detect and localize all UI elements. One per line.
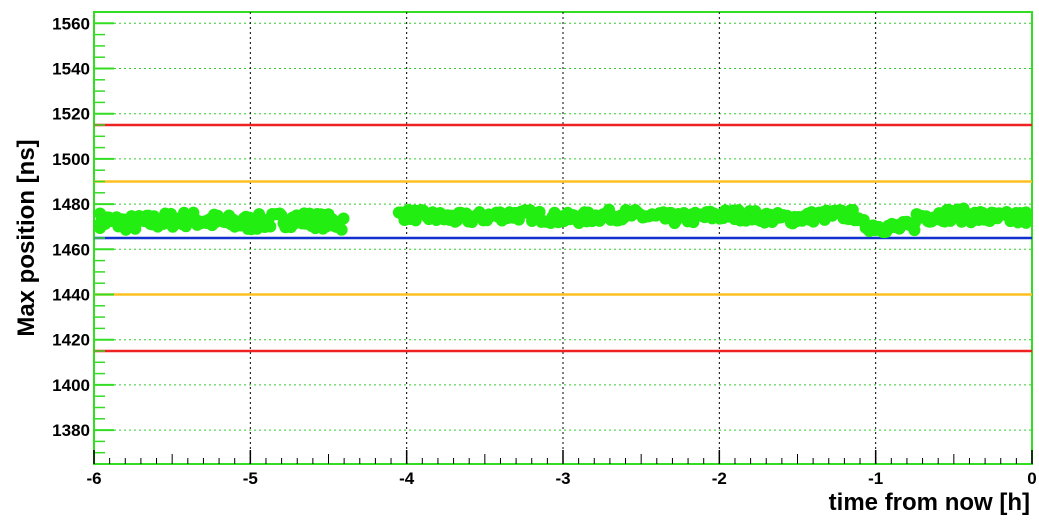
data-points <box>94 202 1032 239</box>
data-point <box>264 220 277 233</box>
data-point <box>1020 216 1032 229</box>
y-tick-label-1480: 1480 <box>52 195 90 214</box>
y-tick-label-1560: 1560 <box>52 14 90 33</box>
y-tick-label-1400: 1400 <box>52 376 90 395</box>
data-point <box>533 205 546 218</box>
x-tick-label--3: -3 <box>555 469 570 488</box>
x-tick-label-0: 0 <box>1027 469 1036 488</box>
axes: 1380 1400 1420 1440 1460 1480 1500 1520 1540 1560… <box>52 11 1037 488</box>
y-tick-label-1500: 1500 <box>52 150 90 169</box>
x-tick-label--5: -5 <box>243 469 258 488</box>
x-tick-label--6: -6 <box>86 469 101 488</box>
x-tick-label--4: -4 <box>399 469 415 488</box>
y-tick-label-1440: 1440 <box>52 286 90 305</box>
y-tick-label-1420: 1420 <box>52 331 90 350</box>
x-tick-label--1: -1 <box>868 469 883 488</box>
x-tick-label--2: -2 <box>712 469 727 488</box>
data-point <box>409 214 422 227</box>
y-axis-title: Max position [ns] <box>13 139 40 336</box>
data-point <box>1020 206 1032 219</box>
reference-lines <box>94 123 1032 353</box>
data-point <box>337 212 350 225</box>
y-tick-label-1380: 1380 <box>52 421 90 440</box>
x-axis-title: time from now [h] <box>829 489 1030 516</box>
data-point <box>335 223 348 236</box>
y-tick-label-1540: 1540 <box>52 60 90 79</box>
y-tick-label-1520: 1520 <box>52 105 90 124</box>
y-tick-label-1460: 1460 <box>52 240 90 259</box>
